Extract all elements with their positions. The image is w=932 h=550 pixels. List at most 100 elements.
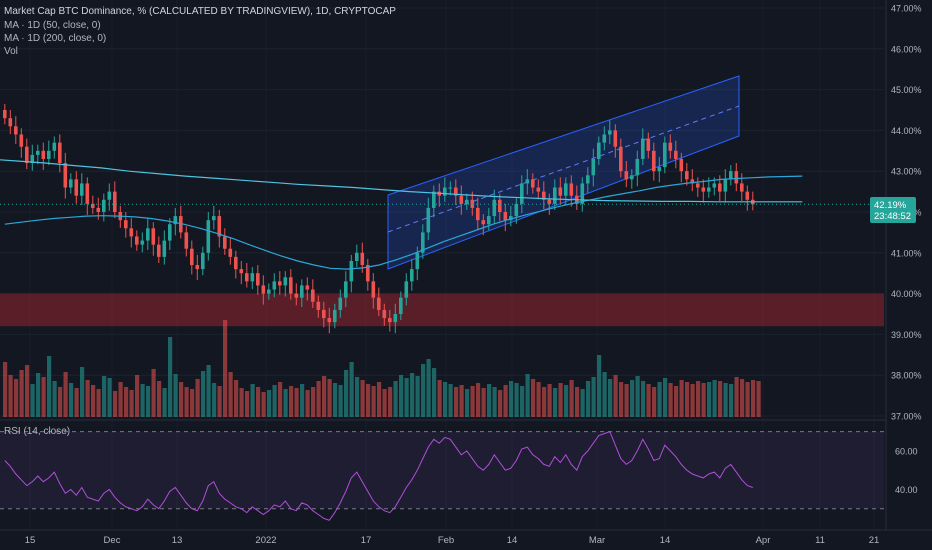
volume-bar (415, 376, 420, 417)
candle-body (41, 150, 46, 159)
time-tick-label: Feb (438, 535, 454, 546)
parallel-channel[interactable] (387, 75, 740, 270)
volume-bar (734, 377, 739, 417)
candle-body (289, 277, 293, 294)
volume-bar (641, 381, 646, 417)
candle-body (3, 110, 7, 119)
candle-body (745, 191, 750, 200)
volume-bar (663, 378, 668, 417)
time-axis[interactable]: 15 Dec 13 2022 17 Feb 14 Mar 14 Apr 11 21 (25, 535, 880, 546)
price-axis[interactable] (886, 0, 932, 550)
rsi-legend[interactable]: RSI (14, close) (4, 426, 70, 437)
candle-body (74, 179, 79, 196)
volume-bar (272, 385, 277, 417)
volume-bar (52, 381, 57, 417)
candle-body (135, 236, 139, 245)
candle-body (674, 150, 678, 159)
volume-bar (25, 365, 30, 417)
volume-bar (723, 383, 728, 417)
volume-bar (283, 389, 288, 417)
volume-bar (382, 389, 387, 417)
candle-body (360, 252, 365, 266)
volume-bar (250, 384, 255, 417)
volume-bar (289, 386, 294, 417)
volume-bar (135, 375, 140, 417)
candle-body (327, 318, 332, 323)
rsi-line (4, 430, 753, 521)
volume-bar (547, 384, 552, 417)
candle-body (646, 138, 651, 151)
time-tick-label: 11 (815, 535, 825, 546)
candle-body (338, 297, 343, 310)
volume-bar (756, 381, 761, 417)
volume-bar (503, 385, 508, 417)
time-tick-label: Apr (756, 535, 771, 546)
volume-bar (267, 390, 272, 417)
chart-title[interactable]: Market Cap BTC Dominance, % (CALCULATED … (4, 6, 396, 17)
volume-bar (685, 382, 690, 417)
candle-body (608, 130, 612, 135)
candle-body (619, 146, 623, 172)
candle-body (531, 179, 535, 188)
volume-bar (536, 382, 541, 417)
candle-body (96, 207, 101, 212)
candle-body (602, 134, 607, 143)
ma-200-line (0, 159, 803, 203)
volume-legend[interactable]: Vol (4, 46, 18, 57)
candle-body (426, 207, 431, 233)
volume-bar (575, 387, 580, 417)
volume-bar (509, 381, 514, 417)
volume-bar (487, 384, 492, 417)
volume-bar (531, 379, 536, 417)
candle-body (85, 183, 90, 204)
candle-body (454, 187, 458, 196)
candle-body (47, 150, 51, 159)
volume-bar (85, 380, 90, 417)
volume-bar (239, 388, 244, 417)
volume-bar (349, 362, 354, 417)
volume-bar (129, 390, 134, 417)
candle-body (459, 195, 464, 204)
volume-bar (168, 337, 173, 417)
candle-body (179, 216, 183, 233)
candle-body (553, 187, 557, 204)
candle-body (388, 318, 392, 323)
candle-body (613, 130, 618, 147)
candle-body (195, 265, 200, 270)
candle-body (217, 216, 222, 237)
candle-body (113, 191, 117, 212)
volume-bar (652, 387, 657, 417)
volume-bar (426, 359, 431, 417)
volume-bar (481, 388, 486, 417)
candle-body (569, 183, 574, 196)
candle-body (91, 203, 95, 208)
price-tick-label: 43.00% (891, 167, 922, 177)
volume-bar (261, 392, 266, 417)
candle-body (300, 285, 304, 298)
volume-bar (602, 372, 607, 417)
price-tick-label: 44.00% (891, 126, 922, 136)
volume-bar (212, 383, 217, 417)
ma-50-legend[interactable]: MA · 1D (50, close, 0) (4, 20, 101, 31)
volume-bar (223, 320, 228, 417)
candle-body (371, 281, 376, 298)
resistance-zone (0, 293, 884, 327)
candle-body (393, 314, 398, 323)
candle-body (415, 252, 420, 270)
volume-bar (712, 380, 717, 417)
candle-body (410, 269, 414, 282)
ma-200-legend[interactable]: MA · 1D (200, close, 0) (4, 33, 106, 44)
candle-body (591, 158, 596, 176)
volume-bar (498, 390, 503, 417)
candle-body (107, 191, 112, 200)
volume-bar (701, 383, 706, 417)
candle-body (635, 158, 640, 176)
candle-body (366, 265, 370, 282)
volume-bar (30, 384, 35, 417)
time-tick-label: 13 (172, 535, 183, 546)
candle-body (223, 236, 227, 249)
volume-bar (410, 373, 415, 417)
volume-bar (201, 371, 206, 417)
